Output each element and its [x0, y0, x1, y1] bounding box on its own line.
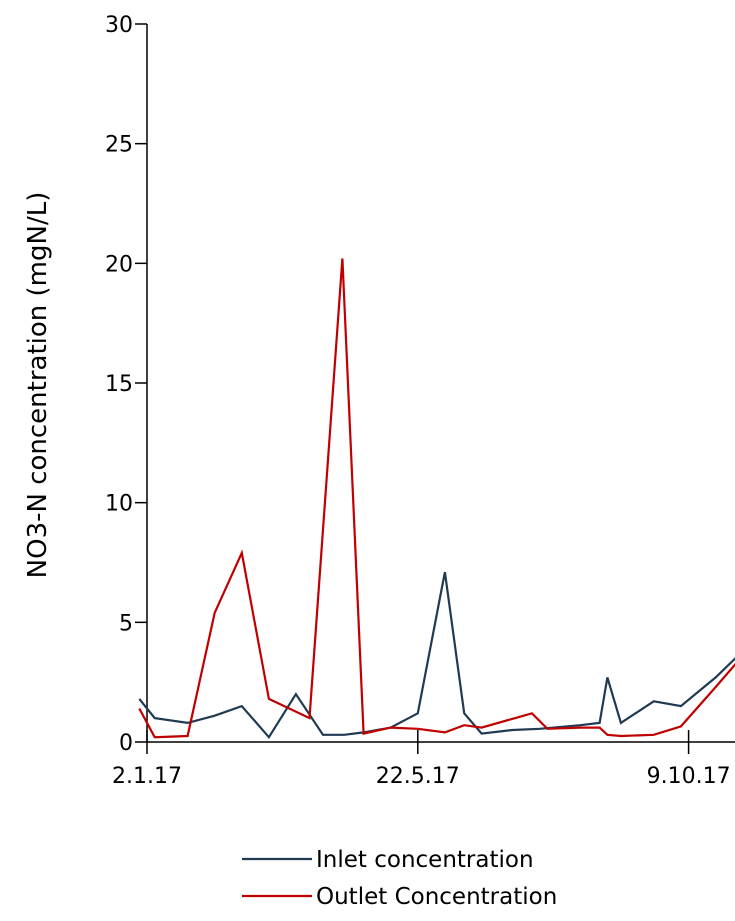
legend-label: Inlet concentration — [316, 847, 534, 873]
y-axis-title: NO3-N concentration (mgN/L) — [23, 192, 53, 579]
x-tick-label: 2.1.17 — [112, 764, 182, 789]
y-tick-label: 10 — [105, 492, 133, 517]
y-tick-label: 15 — [105, 372, 133, 397]
y-axis: 0 5 10 15 20 25 30 — [105, 13, 147, 756]
legend: Inlet concentration Outlet Concentration — [242, 847, 557, 910]
series-layer — [138, 258, 735, 740]
y-tick-label: 25 — [105, 133, 133, 158]
x-axis: 2.1.17 22.5.17 9.10.17 — [112, 730, 731, 789]
series-line-inlet — [138, 571, 735, 740]
series-line-outlet — [138, 258, 735, 739]
y-tick-label: 20 — [105, 252, 133, 277]
y-tick-label: 5 — [119, 611, 133, 636]
y-tick-label: 30 — [105, 13, 133, 38]
x-tick-label: 22.5.17 — [376, 764, 460, 789]
y-tick-label: 0 — [119, 731, 133, 756]
x-tick-label: 9.10.17 — [647, 764, 731, 789]
legend-label: Outlet Concentration — [316, 884, 557, 910]
